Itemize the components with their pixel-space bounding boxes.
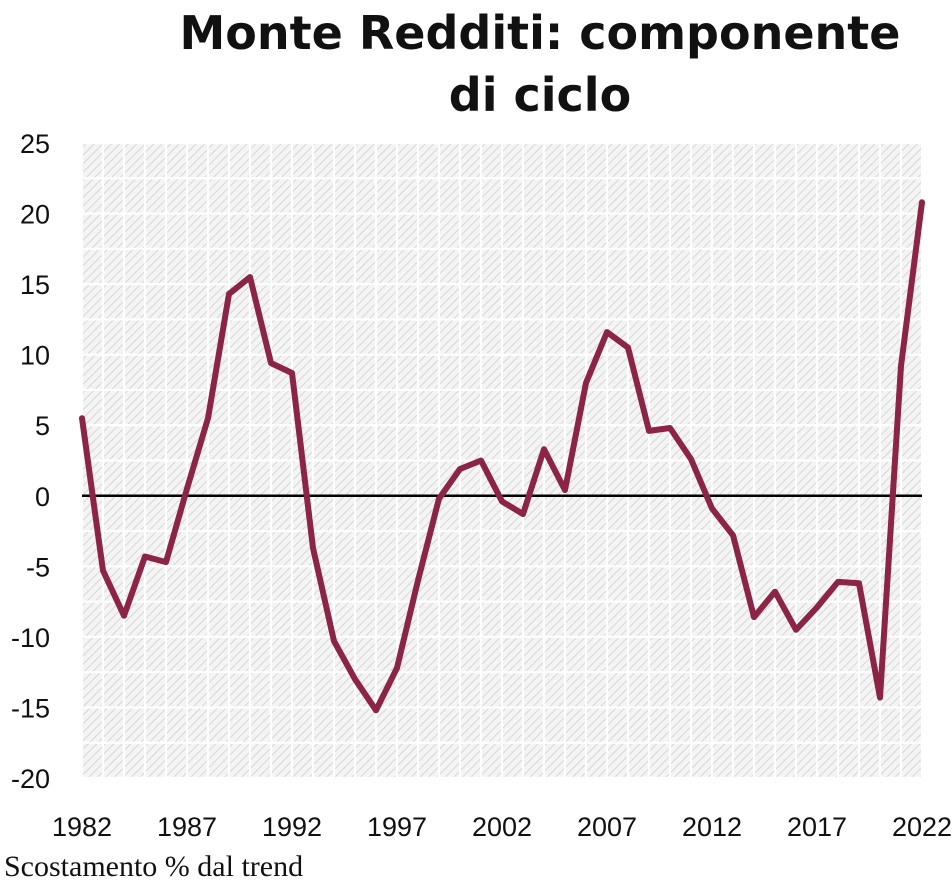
chart-title: Monte Redditi: componente di ciclo (150, 2, 930, 126)
series-line (79, 199, 925, 714)
x-tick-label: 1982 (52, 812, 112, 842)
x-tick-label: 2022 (892, 812, 952, 842)
y-tick-label: 25 (20, 129, 50, 159)
x-tick-label: 1987 (157, 812, 217, 842)
y-tick-label: -10 (11, 623, 50, 653)
y-tick-label: 5 (35, 411, 50, 441)
x-tick-label: 1992 (262, 812, 322, 842)
y-axis-tick-labels: 25 20 15 10 5 0 -5 -10 -15 -20 (11, 129, 50, 794)
x-tick-label: 2017 (787, 812, 847, 842)
chart-title-line-2: di ciclo (448, 68, 632, 122)
chart-title-line-1: Monte Redditi: componente (179, 6, 901, 60)
x-axis-tick-labels: 1982 1987 1992 1997 2002 2007 2012 2017 2022 (52, 812, 952, 842)
y-tick-label: -20 (11, 764, 50, 794)
horizontal-gridlines (82, 141, 922, 780)
x-tick-label: 2012 (682, 812, 742, 842)
y-tick-label: 0 (35, 482, 50, 512)
footnote: Scostamento % dal trend (4, 850, 304, 883)
x-tick-label: 2007 (577, 812, 637, 842)
x-tick-label: 1997 (367, 812, 427, 842)
y-tick-label: -5 (26, 552, 50, 582)
y-tick-label: 20 (20, 200, 50, 230)
y-tick-label: 10 (20, 341, 50, 371)
y-tick-label: 15 (20, 270, 50, 300)
x-tick-label: 2002 (472, 812, 532, 842)
y-tick-label: -15 (11, 693, 50, 723)
